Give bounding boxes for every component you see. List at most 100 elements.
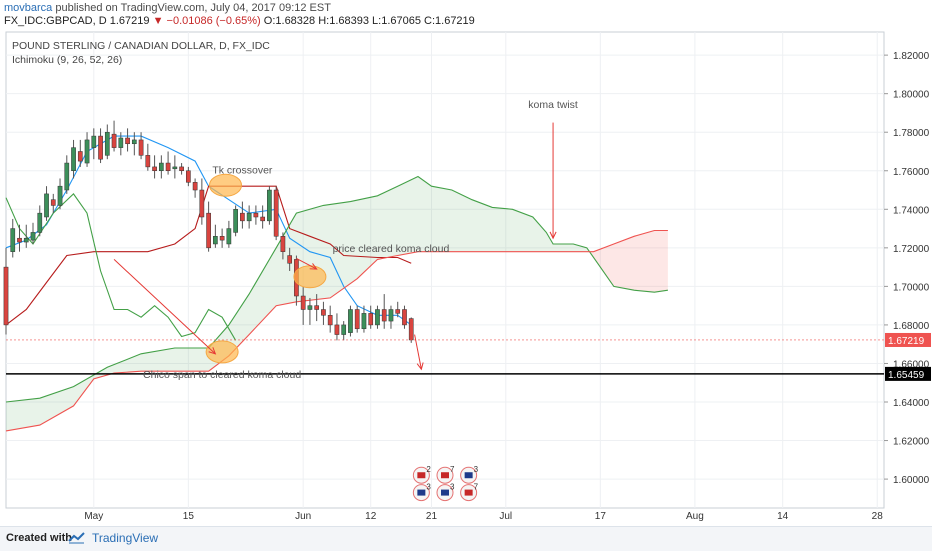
event-count-label: 3 [426, 483, 431, 492]
candle-body [186, 170, 191, 183]
last-price-tag [885, 332, 931, 347]
event-flag-icon [464, 489, 473, 496]
candle-body [300, 295, 306, 310]
candle-body [3, 266, 9, 326]
candle-body [131, 139, 137, 145]
candle-body [246, 212, 252, 222]
candle-body [213, 236, 218, 245]
candle-body [226, 228, 232, 245]
price-tick-label: 1.66000 [893, 359, 930, 370]
candle-body [327, 315, 333, 326]
candle-body [361, 313, 367, 330]
candle-body [199, 189, 205, 218]
support-price-label: 1.65459 [888, 370, 925, 381]
candle-body [267, 189, 272, 222]
event-count-label: 7 [474, 483, 479, 492]
candle-body [111, 133, 117, 148]
event-count-label: 7 [450, 465, 455, 474]
tradingview-logo-icon [68, 532, 85, 544]
candle-body [273, 189, 279, 237]
annotation-arrow [414, 334, 422, 370]
candle-body [287, 255, 293, 264]
candle-body [408, 318, 414, 341]
candle-body [71, 147, 76, 172]
annotation-label: Chico span to cleared koma cloud [143, 369, 301, 381]
kumo-cloud-bullish [6, 176, 591, 431]
candle-body [64, 162, 70, 191]
candle-body [165, 162, 171, 172]
highlight-ellipse [205, 340, 239, 364]
candle-body [321, 309, 326, 316]
candle-body [152, 166, 157, 172]
time-tick-label: Aug [686, 511, 704, 522]
support-price-tag [885, 366, 931, 381]
last-price-label: 1.67219 [888, 336, 925, 347]
chart-title: POUND STERLING / CANADIAN DOLLAR, D, FX_… [12, 40, 270, 52]
time-tick-label: 15 [183, 511, 195, 522]
tradingview-brand[interactable]: TradingView [92, 531, 159, 545]
event-flag-icon [417, 472, 426, 479]
candle-body [125, 137, 130, 145]
symbol-quote: FX_IDC:GBPCAD, D 1.67219 [4, 15, 150, 27]
price-tick-label: 1.68000 [893, 321, 930, 332]
candle-body [381, 309, 387, 322]
time-tick-label: 17 [595, 511, 607, 522]
candle-body [23, 237, 29, 243]
highlight-ellipse [209, 173, 242, 197]
annotation-label: Tk crossover [212, 165, 273, 177]
lagging-span-line [5, 193, 237, 341]
annotation-arrow-head [208, 347, 217, 355]
time-tick-label: 28 [872, 511, 884, 522]
candle-body [307, 305, 313, 310]
candle-body [37, 212, 43, 233]
candle-body [402, 309, 407, 326]
candle-body [280, 236, 286, 252]
price-tick-label: 1.74000 [893, 205, 930, 216]
candle-body [30, 232, 36, 241]
price-chart[interactable]: Tk crossover price cleared koma cloud koma… [0, 30, 932, 522]
candle-body [395, 309, 401, 314]
candle-body [118, 137, 124, 148]
candle-body [233, 209, 238, 233]
candle-body [375, 309, 380, 326]
time-tick-label: 14 [777, 511, 789, 522]
candle-body [104, 131, 110, 156]
event-count-label: 2 [426, 465, 431, 474]
price-tick-label: 1.76000 [893, 167, 930, 178]
candle-body [77, 151, 83, 162]
candle-body [145, 155, 151, 168]
event-count-label: 3 [474, 465, 479, 474]
candle-body [341, 324, 347, 335]
price-tick-label: 1.78000 [893, 128, 930, 139]
price-tick-label: 1.64000 [893, 398, 930, 409]
chart-area[interactable]: Tk crossover price cleared koma cloud koma… [0, 30, 932, 522]
event-flag-icon [441, 472, 449, 479]
candle-body [388, 309, 394, 322]
annotation-arrow [113, 259, 216, 355]
chart-background [0, 30, 932, 522]
publish-info: published on TradingView.com, July 04, 2… [55, 2, 331, 14]
author-link[interactable]: movbarca [4, 2, 53, 14]
price-tick-label: 1.72000 [893, 244, 930, 255]
annotation-arrow-head [416, 362, 424, 371]
candle-body [98, 135, 103, 160]
candle-body [368, 313, 374, 326]
time-tick-label: 21 [426, 511, 438, 522]
indicator-label: Ichimoku (9, 26, 52, 26) [12, 54, 122, 66]
event-flag-icon [417, 489, 426, 496]
price-tick-label: 1.70000 [893, 282, 930, 293]
candle-body [172, 166, 178, 170]
candle-body [57, 185, 63, 206]
quote-line: FX_IDC:GBPCAD, D 1.67219 ▼ −0.01086 (−0.… [4, 15, 475, 27]
leading-span-a-line [5, 175, 668, 403]
price-change: ▼ −0.01086 (−0.65%) [152, 15, 261, 27]
candle-body [240, 212, 245, 222]
annotation-arrow-head [309, 263, 318, 270]
candle-body [354, 309, 360, 330]
publish-line: movbarca published on TradingView.com, J… [4, 2, 331, 14]
price-tick-label: 1.82000 [893, 51, 930, 62]
candle-body [334, 324, 340, 335]
candle-body [91, 135, 97, 148]
candle-body [314, 305, 320, 310]
candle-body [179, 166, 184, 172]
